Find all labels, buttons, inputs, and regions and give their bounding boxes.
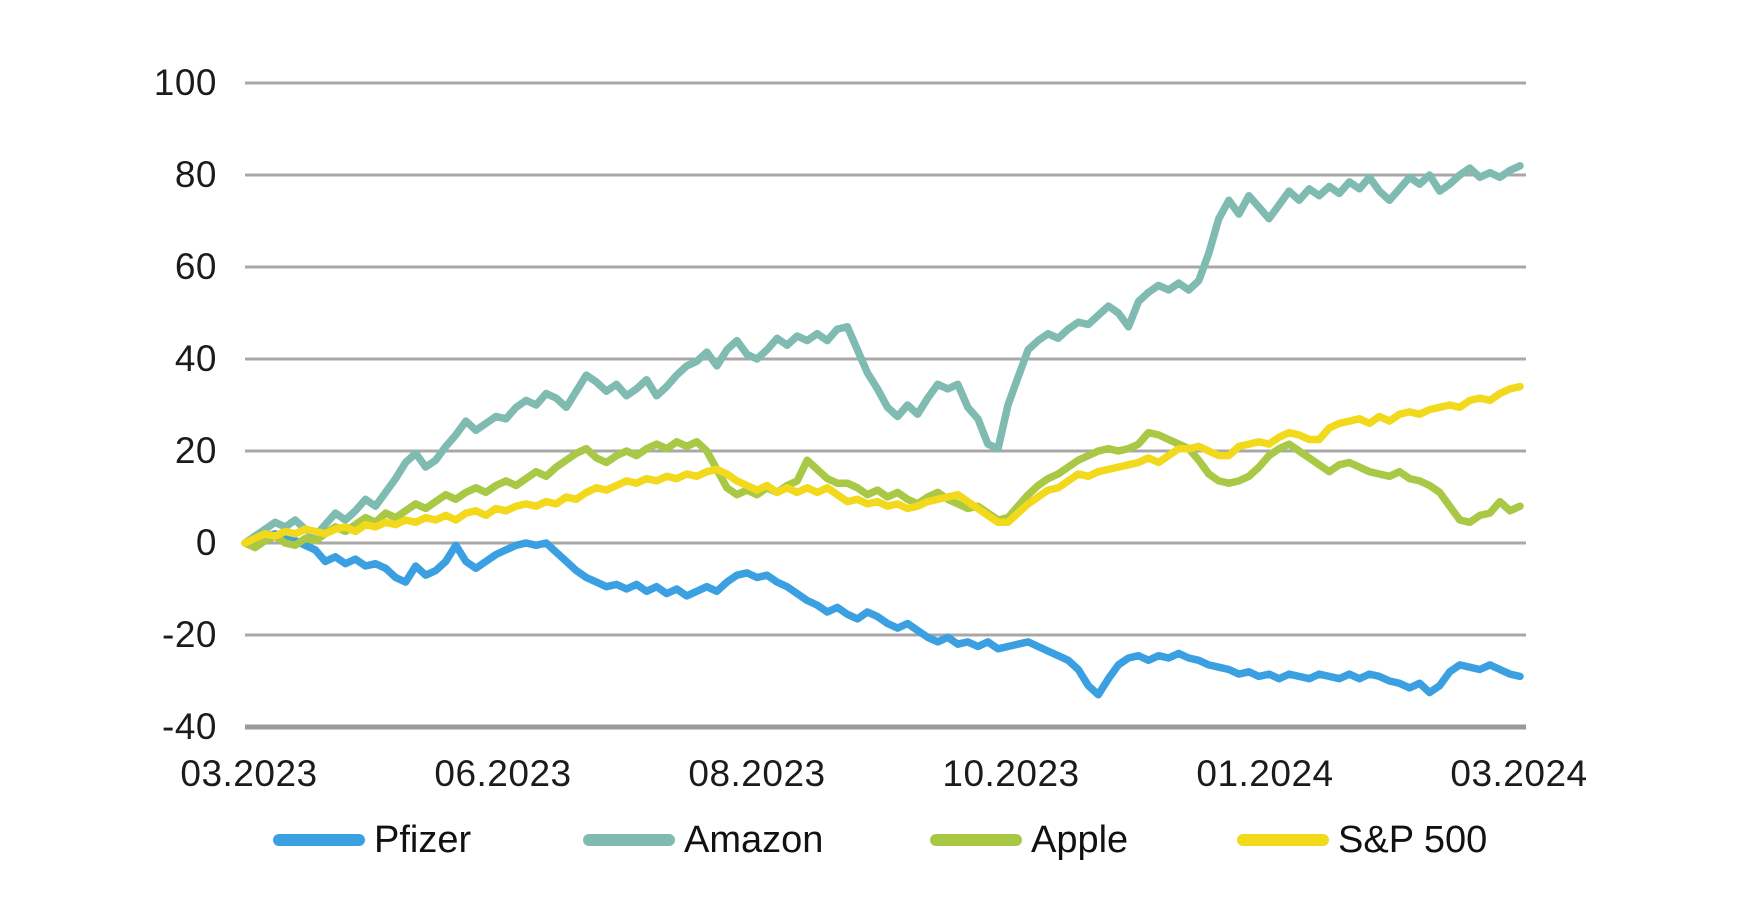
- y-tick-label: 20: [174, 430, 217, 471]
- y-tick-label: 0: [195, 522, 217, 563]
- legend-item-amazon: Amazon: [583, 816, 823, 864]
- x-tick-label: 03.2023: [180, 753, 318, 794]
- legend-swatch: [583, 834, 675, 846]
- y-tick-label: -40: [162, 706, 217, 747]
- x-tick-label: 01.2024: [1196, 753, 1334, 794]
- legend-label: Apple: [1031, 819, 1129, 861]
- x-tick-label: 06.2023: [434, 753, 572, 794]
- legend-label: Pfizer: [374, 819, 472, 861]
- y-tick-label: 60: [174, 246, 217, 287]
- series-line-pfizer: [241, 530, 1524, 699]
- legend-swatch: [273, 834, 365, 846]
- x-tick-label: 03.2024: [1450, 753, 1588, 794]
- legend-item-s-p-500: S&P 500: [1237, 816, 1487, 864]
- series-line-amazon: [241, 162, 1524, 547]
- y-tick-label: -20: [162, 614, 217, 655]
- series-line-s-p-500: [241, 382, 1524, 547]
- legend-item-pfizer: Pfizer: [273, 816, 471, 864]
- x-tick-label: 10.2023: [942, 753, 1080, 794]
- y-tick-label: 100: [153, 62, 217, 103]
- legend-swatch: [930, 834, 1022, 846]
- legend-item-apple: Apple: [930, 816, 1128, 864]
- series-line-apple: [241, 428, 1524, 552]
- legend-swatch: [1237, 834, 1329, 846]
- y-tick-label: 40: [174, 338, 217, 379]
- x-tick-label: 08.2023: [688, 753, 826, 794]
- y-tick-label: 80: [174, 154, 217, 195]
- legend-label: Amazon: [684, 819, 824, 861]
- legend-label: S&P 500: [1338, 819, 1488, 861]
